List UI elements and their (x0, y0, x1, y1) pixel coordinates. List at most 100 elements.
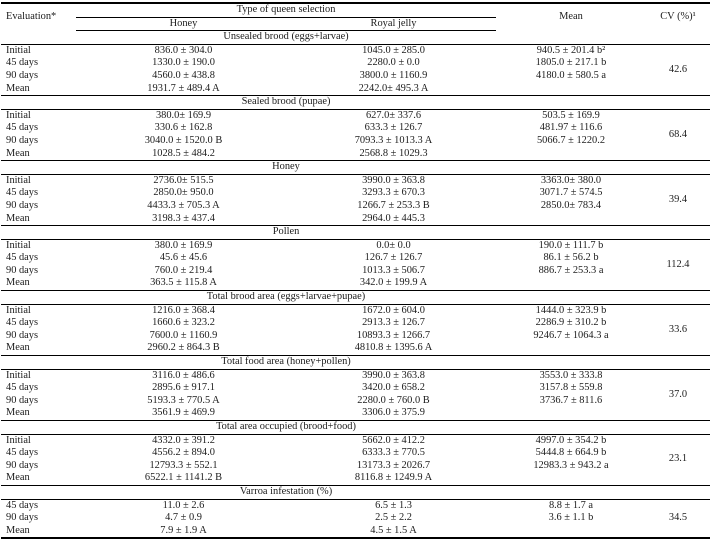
table-body: Evaluation* Type of queen selection Mean… (1, 3, 710, 538)
data-row: 45 days 2850.0± 950.0 3293.3 ± 670.3 3071.7… (1, 187, 710, 200)
section-header-spacer (1, 420, 76, 435)
data-row: 45 days 1330.0 ± 190.0 2280.0 ± 0.0 1805.0 … (1, 57, 710, 70)
row-label: Initial (6, 239, 31, 251)
section-header-spacer (646, 95, 710, 110)
mean-value (496, 525, 646, 539)
honey-value: 3561.9 ± 469.9 (152, 407, 215, 419)
section-header-row: Pollen (1, 225, 710, 240)
row-label: 90 days (6, 69, 39, 81)
royal-jelly-value: 3306.0 ± 375.9 (362, 407, 425, 419)
section-header-spacer (496, 225, 646, 240)
royal-jelly-value: 2568.8 ± 1029.3 (359, 147, 428, 159)
section-header-row: Total food area (honey+pollen) (1, 355, 710, 370)
honey-value: 45.6 ± 45.6 (159, 252, 208, 264)
data-row: Initial 380.0 ± 169.9 0.0± 0.0 190.0 ± 111.… (1, 239, 710, 270)
royal-jelly-value: 6.5 ± 1.3 (375, 499, 412, 511)
honey-value: 7.9 ± 1.9 A (160, 524, 207, 536)
section-header-row: Honey (1, 160, 710, 175)
honey-value: 4556.2 ± 894.0 (152, 447, 215, 459)
mean-value: 5444.8 ± 664.9 b (535, 447, 607, 459)
honey-value: 1216.0 ± 368.4 (152, 304, 215, 316)
mean-value: 4180.0 ± 580.5 a (535, 69, 607, 81)
data-row: Initial 3116.0 ± 486.6 3990.0 ± 363.8 3553.… (1, 369, 710, 400)
mean-value (496, 472, 646, 485)
honey-value: 11.0 ± 2.6 (162, 499, 205, 511)
cv-value: 23.1 (668, 453, 688, 465)
royal-jelly-value: 2280.0 ± 0.0 (367, 57, 420, 69)
cv-value: 112.4 (666, 258, 690, 270)
data-row: 45 days 2895.6 ± 917.1 3420.0 ± 658.2 3157.… (1, 382, 710, 395)
section-header-spacer (496, 420, 646, 435)
data-row: 90 days 12793.3 ± 552.1 13173.3 ± 2026.7 12… (1, 460, 710, 473)
section-header-spacer (496, 95, 646, 110)
row-label: 45 days (6, 57, 39, 69)
section-header-spacer (1, 30, 76, 45)
data-row: Initial 2736.0± 515.5 3990.0 ± 363.8 3363.0… (1, 174, 710, 205)
royal-jelly-value: 8116.8 ± 1249.9 A (354, 472, 433, 484)
mean-value: 886.7 ± 253.3 a (538, 264, 604, 276)
section-header-spacer (496, 484, 646, 500)
mean-value: 9246.7 ± 1064.3 a (533, 329, 609, 341)
section-title: Varroa infestation (%) (76, 484, 496, 500)
royal-jelly-value: 633.3 ± 126.7 (364, 122, 423, 134)
honey-value: 1028.5 ± 484.2 (152, 147, 215, 159)
data-row: 90 days 7600.0 ± 1160.9 10893.3 ± 1266.7 92… (1, 330, 710, 343)
royal-jelly-value: 5662.0 ± 412.2 (362, 434, 425, 446)
row-label: Mean (6, 147, 30, 159)
mean-value: 1444.0 ± 323.9 b (535, 304, 607, 316)
mean-value: 3071.7 ± 574.5 (539, 187, 603, 199)
col-header-royal-jelly: Royal jelly (291, 17, 496, 32)
honey-value: 1931.7 ± 489.4 A (147, 82, 220, 94)
section-title: Sealed brood (pupae) (76, 95, 496, 110)
mean-value: 503.5 ± 169.9 (542, 109, 600, 121)
royal-jelly-value: 3800.0 ± 1160.9 (359, 69, 428, 81)
col-header-cv: CV (%)¹ (660, 11, 696, 23)
data-row: 90 days 4.7 ± 0.9 2.5 ± 2.2 3.6 ± 1.1 b (1, 512, 710, 525)
section-header-row: Total brood area (eggs+larvae+pupae) (1, 290, 710, 305)
honey-value: 2850.0± 950.0 (153, 187, 214, 199)
mean-value (496, 407, 646, 420)
data-row: Initial 1216.0 ± 368.4 1672.0 ± 604.0 1444.… (1, 304, 710, 335)
data-row: 45 days 11.0 ± 2.6 6.5 ± 1.3 8.8 ± 1.7 a 34.… (1, 499, 710, 524)
cv-value: 33.6 (668, 323, 688, 335)
mean-value: 2286.9 ± 310.2 b (535, 317, 607, 329)
royal-jelly-value: 3990.0 ± 363.8 (362, 174, 425, 186)
mean-value: 8.8 ± 1.7 a (548, 499, 594, 511)
royal-jelly-value: 2242.0± 495.3 A (358, 82, 429, 94)
row-label: 90 days (6, 329, 39, 341)
royal-jelly-value: 1013.3 ± 506.7 (362, 264, 425, 276)
section-title: Honey (76, 160, 496, 175)
row-label: Mean (6, 82, 30, 94)
section-header-spacer (1, 95, 76, 110)
honey-value: 760.0 ± 219.4 (154, 264, 213, 276)
mean-value (496, 83, 646, 96)
row-label: 90 days (6, 264, 39, 276)
honey-value: 4.7 ± 0.9 (165, 512, 202, 524)
data-row: 90 days 760.0 ± 219.4 1013.3 ± 506.7 886.7 … (1, 265, 710, 278)
data-row: Mean 363.5 ± 115.8 A 342.0 ± 199.9 A (1, 277, 710, 290)
honey-value: 363.5 ± 115.8 A (150, 277, 217, 289)
row-label: 45 days (6, 499, 39, 511)
honey-value: 330.6 ± 162.8 (154, 122, 213, 134)
section-header-spacer (646, 225, 710, 240)
data-row: Initial 4332.0 ± 391.2 5662.0 ± 412.2 4997.… (1, 434, 710, 465)
honey-value: 6522.1 ± 1141.2 B (144, 472, 223, 484)
royal-jelly-value: 342.0 ± 199.9 A (359, 277, 428, 289)
royal-jelly-value: 4810.8 ± 1395.6 A (354, 342, 433, 354)
section-header-spacer (646, 484, 710, 500)
col-header-mean: Mean (559, 11, 583, 23)
section-header-spacer (1, 484, 76, 500)
row-label: 45 days (6, 317, 39, 329)
mean-value: 481.97 ± 116.6 (539, 122, 603, 134)
row-label: 90 days (6, 394, 39, 406)
mean-value: 3157.8 ± 559.8 (539, 382, 603, 394)
data-row: 90 days 4433.3 ± 705.3 A 1266.7 ± 253.3 B 2… (1, 200, 710, 213)
section-title: Total brood area (eggs+larvae+pupae) (76, 290, 496, 305)
honey-value: 836.0 ± 304.0 (154, 44, 213, 56)
col-header-honey: Honey (76, 17, 291, 32)
row-label: 45 days (6, 122, 39, 134)
data-row: Mean 1931.7 ± 489.4 A 2242.0± 495.3 A (1, 83, 710, 96)
row-label: Mean (6, 212, 30, 224)
